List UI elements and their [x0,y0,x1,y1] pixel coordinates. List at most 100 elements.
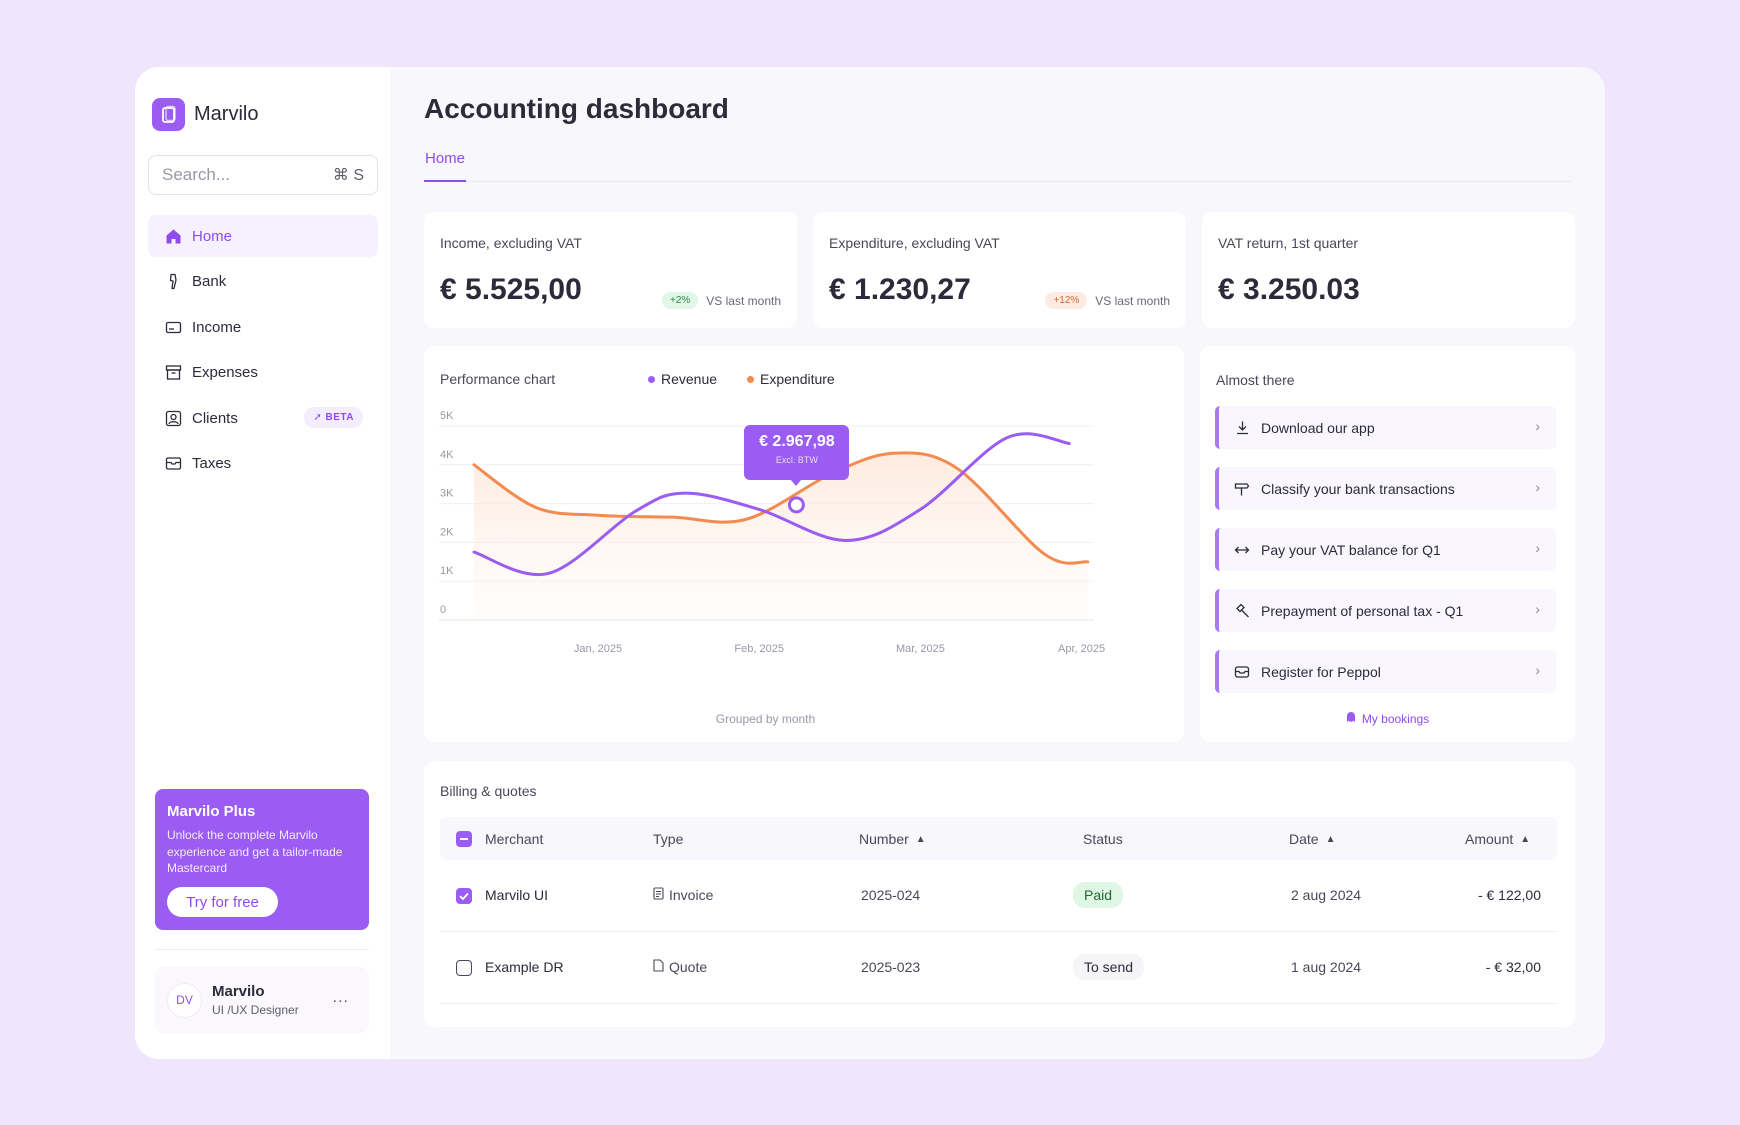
user-profile[interactable]: DV Marvilo UI /UX Designer ... [155,967,369,1033]
task-classify-transactions[interactable]: Classify your bank transactions › [1215,467,1556,510]
app-window: Marvilo ⌘ S Home Bank Income Expenses [135,67,1605,1059]
select-all-checkbox[interactable] [456,831,472,847]
chevron-right-icon: › [1535,540,1540,556]
stat-label: Expenditure, excluding VAT [829,235,1000,251]
inbox-icon [1233,663,1251,681]
task-download-app[interactable]: Download our app › [1215,406,1556,449]
quote-icon [653,959,664,975]
onboarding-tasks-card: Almost there Download our app › Classify… [1200,346,1575,742]
cell-type: Invoice [653,887,713,903]
delta-comparison: VS last month [706,293,781,308]
status-badge: To send [1073,954,1145,980]
search-box[interactable]: ⌘ S [148,155,378,195]
row-checkbox[interactable] [456,888,472,904]
task-label: Download our app [1261,419,1375,436]
stat-label: VAT return, 1st quarter [1218,235,1359,251]
sidebar-nav: Home Bank Income Expenses Clients ➚ BETA [148,215,378,488]
billing-card: Billing & quotes Merchant Type Number ▲ S… [424,761,1575,1027]
bank-icon [164,273,182,291]
legend-revenue[interactable]: Revenue [648,371,717,387]
cell-number: 2025-023 [861,959,921,975]
sidebar-item-label: Expenses [192,364,258,381]
task-label: Register for Peppol [1261,663,1381,680]
x-tick-label: Apr, 2025 [1058,643,1105,655]
column-number[interactable]: Number ▲ [859,831,926,847]
column-date[interactable]: Date ▲ [1289,831,1336,847]
y-tick-label: 3K [440,488,454,500]
y-tick-label: 0 [440,604,446,616]
sidebar-item-label: Home [192,227,233,245]
sidebar-item-label: Taxes [192,455,232,472]
promo-title: Marvilo Plus [167,803,256,820]
cell-amount: - € 122,00 [1477,887,1541,903]
x-tick-label: Feb, 2025 [734,643,784,655]
bookings-icon [1346,712,1356,726]
sidebar-item-home[interactable]: Home [148,215,378,257]
stat-card-expenditure: Expenditure, excluding VAT € 1.230,27 +1… [813,212,1186,328]
revenue-line [472,432,1071,577]
billing-title: Billing & quotes [440,783,537,799]
sidebar-item-income[interactable]: Income [148,306,378,348]
sidebar: Marvilo ⌘ S Home Bank Income Expenses [135,67,390,1059]
row-checkbox[interactable] [456,960,472,976]
search-input[interactable] [162,165,312,185]
sort-asc-icon: ▲ [915,833,926,845]
divider [155,949,369,950]
tab-home[interactable]: Home [424,150,467,182]
chevron-right-icon: › [1535,479,1540,495]
stat-label: Income, excluding VAT [440,235,582,251]
delta-badge: +2% [662,292,699,309]
page-title: Accounting dashboard [424,93,729,124]
stat-delta: +2% VS last month [662,292,781,309]
column-type[interactable]: Type [653,831,684,847]
performance-chart[interactable]: 0 1K 2K 3K 4K 5K Jan, 2025 Feb, 2025 Mar, 2025 Ap… [424,346,1184,742]
cell-date: 2 aug 2024 [1291,887,1362,903]
y-tick-label: 5K [440,410,454,422]
table-row[interactable]: Marvilo UI Invoice 2025-024 Paid 2 aug 2… [440,860,1557,932]
stat-delta: +12% VS last month [1045,292,1170,309]
task-label: Pay your VAT balance for Q1 [1261,541,1441,558]
expenditure-area [474,452,1088,620]
beta-badge: ➚ BETA [304,407,363,428]
status-badge: Paid [1073,882,1124,908]
column-amount[interactable]: Amount ▲ [1465,831,1531,847]
chevron-right-icon: › [1535,418,1540,434]
profile-role: UI /UX Designer [212,1003,299,1017]
promo-card: Marvilo Plus Unlock the complete Marvilo… [155,789,369,930]
chevron-right-icon: › [1535,601,1540,617]
hammer-icon [1233,602,1251,620]
legend-label: Expenditure [760,371,835,387]
brand[interactable]: Marvilo [152,98,258,131]
stat-value: € 5.525,00 [440,273,582,306]
tag-icon [1233,480,1251,498]
y-tick-label: 1K [440,565,454,577]
sort-asc-icon: ▲ [1325,833,1336,845]
sidebar-item-expenses[interactable]: Expenses [148,352,378,394]
stat-value: € 3.250.03 [1218,273,1360,306]
task-pay-vat[interactable]: Pay your VAT balance for Q1 › [1215,528,1556,571]
download-icon [1233,419,1251,437]
my-bookings-link[interactable]: My bookings [1200,712,1575,726]
sidebar-item-clients[interactable]: Clients ➚ BETA [148,397,378,439]
task-prepayment-tax[interactable]: Prepayment of personal tax - Q1 › [1215,589,1556,632]
sort-asc-icon: ▲ [1520,833,1531,845]
column-status[interactable]: Status [1083,831,1123,847]
stat-card-income: Income, excluding VAT € 5.525,00 +2% VS … [424,212,797,328]
chart-title: Performance chart [440,371,556,387]
column-merchant[interactable]: Merchant [485,831,544,847]
expenses-icon [164,364,182,382]
cell-number: 2025-024 [861,887,921,903]
promo-text: Unlock the complete Marvilo experience a… [167,828,343,875]
y-tick-label: 4K [440,449,454,461]
task-register-peppol[interactable]: Register for Peppol › [1215,650,1556,693]
y-tick-label: 2K [440,526,454,538]
tab-bar: Home [424,150,1571,182]
sidebar-item-taxes[interactable]: Taxes [148,443,378,485]
legend-expenditure[interactable]: Expenditure [747,371,835,387]
brand-name: Marvilo [194,103,259,125]
more-icon[interactable]: ... [332,989,349,1006]
tooltip-marker [787,496,805,514]
try-free-button[interactable]: Try for free [167,887,278,917]
sidebar-item-bank[interactable]: Bank [148,261,378,303]
table-row[interactable]: Example DR Quote 2025-023 To send 1 aug … [440,932,1557,1004]
